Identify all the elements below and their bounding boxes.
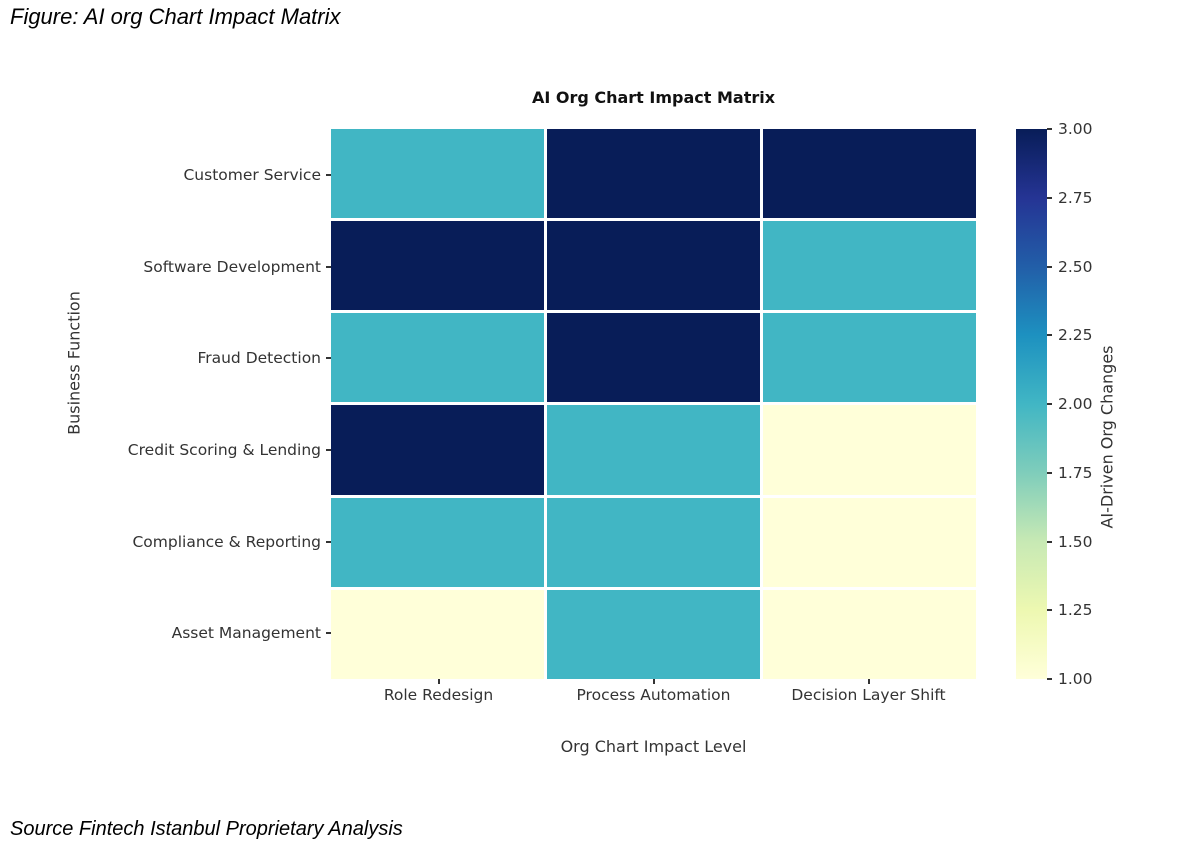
colorbar-tick-label: 1.50 [1058, 532, 1093, 551]
colorbar-tick-label: 1.25 [1058, 601, 1093, 620]
colorbar-tick-label: 3.00 [1058, 120, 1093, 138]
y-tick-label: Customer Service [0, 129, 331, 221]
source-note: Source Fintech Istanbul Proprietary Anal… [10, 818, 403, 840]
heatmap-cell [331, 589, 544, 679]
colorbar-tick-mark [1047, 334, 1052, 337]
colorbar-tick: 2.00 [1047, 395, 1093, 413]
colorbar-tick: 2.50 [1047, 258, 1093, 276]
colorbar-tick-label: 2.00 [1058, 395, 1093, 413]
colorbar-tick-mark [1047, 265, 1052, 268]
heatmap-grid [331, 129, 976, 679]
colorbar-tick-mark [1047, 403, 1052, 405]
y-tick-mark [326, 265, 331, 268]
heatmap-cell [547, 497, 760, 587]
heatmap-cell [547, 129, 760, 219]
x-tick-mark [437, 679, 440, 684]
colorbar-tick-label: 2.25 [1058, 326, 1093, 345]
colorbar-tick: 3.00 [1047, 120, 1093, 138]
colorbar-tick: 2.25 [1047, 326, 1093, 344]
figure-caption: Figure: AI org Chart Impact Matrix [10, 4, 341, 29]
heatmap-cell [547, 221, 760, 311]
x-tick-text: Process Automation [576, 686, 731, 704]
heatmap-cell [331, 221, 544, 311]
y-tick-mark [326, 448, 331, 451]
y-tick-mark [326, 632, 331, 635]
y-tick-label: Compliance & Reporting [0, 496, 331, 588]
y-tick-text: Asset Management [171, 624, 321, 643]
heatmap-cell [763, 497, 976, 587]
colorbar-tick: 1.00 [1047, 670, 1093, 688]
chart-title: AI Org Chart Impact Matrix [531, 88, 776, 107]
y-tick-mark [326, 540, 331, 543]
x-tick-mark [652, 679, 655, 684]
heatmap-cell [331, 129, 544, 219]
y-tick-text: Fraud Detection [197, 349, 321, 368]
colorbar-tick: 1.75 [1047, 464, 1093, 482]
heatmap-cell [331, 405, 544, 495]
colorbar-tick-mark [1047, 540, 1052, 543]
x-tick-label: Process Automation [546, 679, 761, 704]
x-tick-text: Decision Layer Shift [791, 686, 946, 704]
colorbar-tick-mark [1047, 128, 1052, 130]
heatmap-cell [763, 313, 976, 403]
y-tick-text: Software Development [143, 257, 321, 276]
y-tick-text: Credit Scoring & Lending [127, 440, 321, 459]
colorbar-tick-mark [1047, 678, 1052, 680]
x-tick-text: Role Redesign [383, 686, 494, 704]
heatmap-cell [547, 405, 760, 495]
y-tick-label: Asset Management [0, 587, 331, 679]
x-tick-labels: Role Redesign Process Automation Decision … [331, 679, 976, 704]
colorbar-tick-label: 2.50 [1058, 257, 1093, 276]
y-tick-text: Customer Service [183, 165, 321, 184]
colorbar-gradient [1016, 129, 1047, 679]
y-tick-mark [326, 357, 331, 360]
colorbar-ticks: 3.00 2.75 2.50 2.25 2.00 1.75 1.50 1.25 1.00 [1047, 120, 1167, 688]
colorbar-tick-mark [1047, 609, 1052, 612]
y-tick-label: Fraud Detection [0, 312, 331, 404]
x-axis-label: Org Chart Impact Level [560, 737, 747, 756]
heatmap-cell [331, 497, 544, 587]
x-tick-label: Decision Layer Shift [761, 679, 976, 704]
colorbar-tick-label: 2.75 [1058, 188, 1093, 207]
x-tick-label: Role Redesign [331, 679, 546, 704]
y-tick-text: Compliance & Reporting [132, 532, 321, 551]
y-tick-label: Credit Scoring & Lending [0, 404, 331, 496]
heatmap-cell [547, 589, 760, 679]
colorbar-label: AI-Driven Org Changes [1097, 345, 1117, 529]
heatmap-cell [763, 129, 976, 219]
heatmap-cell [763, 589, 976, 679]
heatmap-cell [331, 313, 544, 403]
colorbar-tick-mark [1047, 471, 1052, 474]
y-tick-mark [326, 173, 331, 176]
colorbar-tick-label: 1.75 [1058, 463, 1093, 482]
colorbar-tick: 2.75 [1047, 189, 1093, 207]
y-tick-labels: Customer Service Software Development Frau… [0, 129, 331, 679]
heatmap-cell [763, 221, 976, 311]
colorbar-tick: 1.50 [1047, 533, 1093, 551]
colorbar-tick-label: 1.00 [1058, 670, 1093, 688]
x-tick-mark [867, 679, 870, 684]
colorbar-tick: 1.25 [1047, 601, 1093, 619]
heatmap-cell [763, 405, 976, 495]
heatmap-cell [547, 313, 760, 403]
y-tick-label: Software Development [0, 221, 331, 313]
colorbar-tick-mark [1047, 196, 1052, 199]
